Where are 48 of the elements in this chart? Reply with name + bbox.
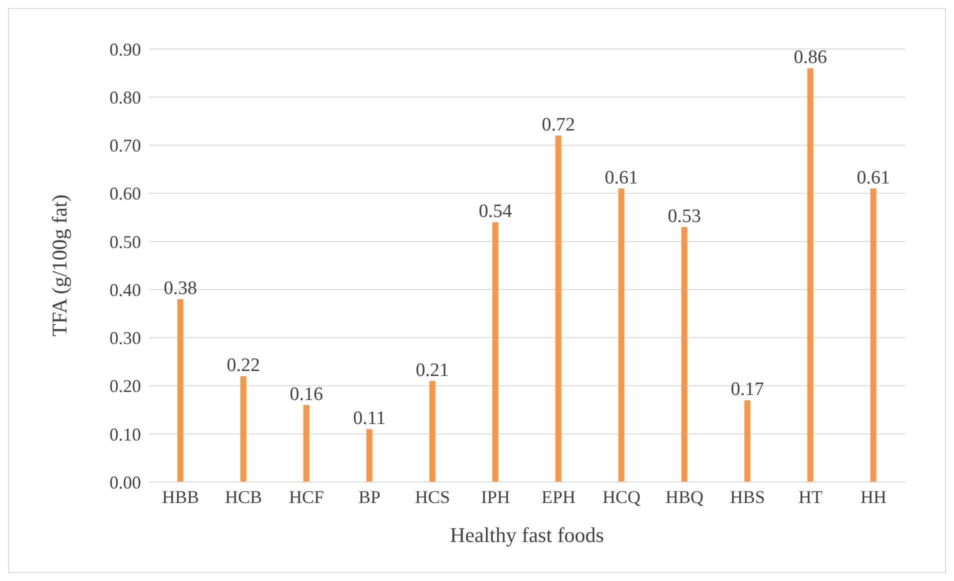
y-tick-label: 0.00 (110, 472, 141, 492)
data-label: 0.11 (353, 408, 386, 430)
bar (366, 429, 372, 482)
x-tick-label: IPH (480, 486, 510, 507)
bar (618, 188, 624, 482)
x-tick-label: HCB (224, 486, 262, 507)
bar (303, 405, 310, 482)
data-label: 0.38 (164, 278, 197, 300)
x-axis-title: Healthy fast foods (450, 523, 604, 547)
y-tick-label: 0.70 (110, 136, 141, 156)
bar (429, 380, 436, 482)
y-tick-label: 0.80 (110, 88, 141, 108)
data-label: 0.53 (668, 206, 701, 228)
y-tick-label: 0.90 (110, 39, 141, 60)
y-tick-label: 0.40 (110, 280, 141, 300)
data-label: 0.61 (604, 168, 638, 189)
x-tick-label: HCF (288, 486, 324, 507)
bar (492, 222, 498, 482)
bar (240, 376, 246, 482)
bar (177, 299, 184, 482)
x-tick-label: HH (860, 486, 886, 507)
x-tick-label: HT (798, 486, 822, 507)
x-tick-label: EPH (541, 486, 576, 507)
y-tick-label: 0.50 (110, 232, 141, 252)
x-tick-label: BP (358, 486, 381, 507)
bar (870, 188, 876, 482)
bar (681, 227, 688, 482)
bar (555, 136, 562, 482)
x-tick-label: HBQ (665, 486, 704, 507)
data-label: 0.22 (226, 355, 260, 376)
data-label: 0.86 (794, 47, 827, 68)
x-tick-label: HCQ (602, 486, 641, 507)
data-label: 0.17 (730, 379, 764, 400)
data-label: 0.54 (478, 201, 512, 222)
data-label: 0.61 (856, 168, 890, 189)
data-label: 0.21 (416, 360, 449, 381)
bar (807, 68, 814, 482)
x-tick-label: HCS (414, 486, 450, 507)
y-tick-label: 0.60 (110, 184, 141, 204)
y-tick-label: 0.20 (110, 376, 141, 396)
x-tick-label: HBS (730, 486, 766, 507)
data-label: 0.72 (542, 114, 575, 136)
data-label: 0.16 (290, 384, 323, 406)
x-tick-label: HBB (162, 486, 200, 507)
y-axis-title: TFA (g/100g fat) (47, 194, 72, 336)
bar (744, 400, 750, 482)
y-tick-label: 0.30 (110, 328, 141, 348)
y-tick-label: 0.10 (110, 424, 141, 444)
